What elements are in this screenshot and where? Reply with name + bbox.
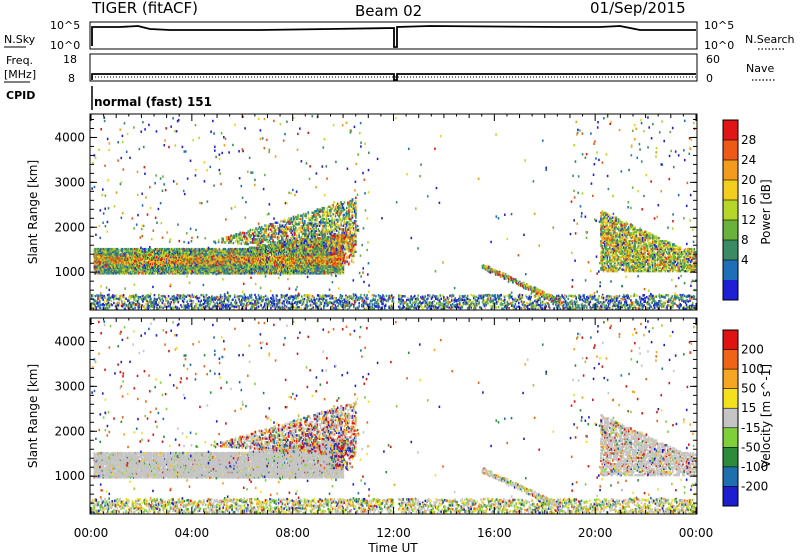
- freq-trace: [91, 73, 696, 81]
- colorbar-swatch: [723, 330, 738, 351]
- nsearch-label: N.Search: [745, 33, 795, 46]
- colorbar-tick-label: 24: [741, 153, 756, 167]
- power-ytick-label: 2000: [54, 220, 85, 234]
- colorbar-tick-label: 12: [741, 213, 756, 227]
- colorbar-tick-label: 16: [741, 193, 756, 207]
- velocity-ylabel: Slant Range [km]: [26, 364, 40, 468]
- beam-title: Beam 02: [355, 2, 422, 20]
- colorbar-swatch: [723, 280, 738, 301]
- time-tick-label: 16:00: [477, 526, 512, 540]
- colorbar-swatch: [723, 388, 738, 409]
- colorbar-tick-label: -100: [741, 460, 768, 474]
- nave-tick-high: 60: [706, 53, 720, 66]
- colorbar-tick-label: 15: [741, 401, 756, 415]
- nsearch-tick-high: 10^5: [704, 19, 734, 32]
- colorbar-swatch: [723, 408, 738, 429]
- colorbar-tick-label: 28: [741, 133, 756, 147]
- colorbar-tick-label: 200: [741, 343, 764, 357]
- colorbar-swatch: [723, 180, 738, 201]
- freq-tick-low: 8: [68, 72, 75, 85]
- time-tick-label: 12:00: [376, 526, 411, 540]
- velocity-data: [91, 319, 697, 515]
- colorbar-swatch: [723, 220, 738, 241]
- power-ylabel: Slant Range [km]: [26, 160, 40, 264]
- nsky-panel: 10^5 10^0 10^5 10^0 N.Sky N.Search: [4, 19, 795, 52]
- colorbar-tick-label: 8: [741, 233, 749, 247]
- nave-label: Nave: [746, 62, 774, 75]
- nsky-tick-low: 10^0: [50, 39, 80, 52]
- time-tick-label: 00:00: [679, 526, 714, 540]
- nsky-tick-high: 10^5: [50, 19, 80, 32]
- nave-tick-low: 0: [706, 72, 713, 85]
- station-title: TIGER (fitACF): [91, 0, 198, 17]
- date-title: 01/Sep/2015: [590, 0, 686, 17]
- colorbar-swatch: [723, 447, 738, 468]
- time-tick-label: 04:00: [175, 526, 210, 540]
- freq-label: Freq.: [6, 54, 33, 67]
- colorbar-swatch: [723, 369, 738, 390]
- colorbar-swatch: [723, 486, 738, 507]
- nsearch-tick-low: 10^0: [704, 39, 734, 52]
- power-panel: 1000 2000 3000 4000 Slant Range [km]: [26, 113, 698, 311]
- colorbar-swatch: [723, 140, 738, 161]
- colorbar-tick-label: -15: [741, 421, 761, 435]
- power-colorbar: 28 24 20 16 12 8 4: [722, 119, 756, 301]
- colorbar-tick-label: 50: [741, 382, 756, 396]
- cpid-text: normal (fast) 151: [94, 95, 212, 109]
- colorbar-swatch: [723, 260, 738, 281]
- power-ytick-label: 1000: [54, 265, 85, 279]
- colorbar-swatch: [723, 200, 738, 221]
- cpid-label: CPID: [6, 89, 35, 102]
- colorbar-swatch: [723, 466, 738, 487]
- colorbar-tick-label: 100: [741, 362, 764, 376]
- power-ytick-label: 3000: [54, 175, 85, 189]
- freq-unit: [MHz]: [4, 68, 36, 81]
- nsky-trace: [91, 25, 696, 48]
- time-axis-labels: 00:00 04:00 08:00 12:00 16:00 20:00 00:00: [74, 526, 714, 540]
- freq-panel: 18 8 60 0 Freq. [MHz] Nave: [4, 53, 776, 85]
- velocity-colorbar-label: Velocity [m s^-1]: [759, 364, 773, 468]
- colorbar-tick-label: 4: [741, 253, 749, 267]
- power-ytick-label: 4000: [54, 130, 85, 144]
- x-axis-label: Time UT: [367, 541, 418, 554]
- nsky-label: N.Sky: [4, 33, 36, 46]
- time-tick-label: 20:00: [578, 526, 613, 540]
- colorbar-swatch: [723, 427, 738, 448]
- colorbar-tick-label: -200: [741, 479, 768, 493]
- colorbar-swatch: [723, 240, 738, 261]
- vel-ytick-label: 2000: [54, 424, 85, 438]
- colorbar-swatch: [723, 120, 738, 141]
- power-data: [91, 115, 697, 311]
- freq-tick-high: 18: [63, 53, 77, 66]
- time-tick-label: 08:00: [275, 526, 310, 540]
- power-colorbar-label: Power [dB]: [759, 179, 773, 244]
- velocity-panel: 1000 2000 3000 4000 Slant Range [km]: [26, 317, 698, 515]
- colorbar-tick-label: 20: [741, 173, 756, 187]
- velocity-colorbar: 200 100 50 15 -15 -50 -100 -200: [722, 329, 768, 507]
- vel-ytick-label: 1000: [54, 469, 85, 483]
- colorbar-tick-label: -50: [741, 440, 761, 454]
- colorbar-swatch: [723, 160, 738, 181]
- time-tick-label: 00:00: [74, 526, 109, 540]
- colorbar-swatch: [723, 349, 738, 370]
- vel-ytick-label: 3000: [54, 379, 85, 393]
- vel-ytick-label: 4000: [54, 334, 85, 348]
